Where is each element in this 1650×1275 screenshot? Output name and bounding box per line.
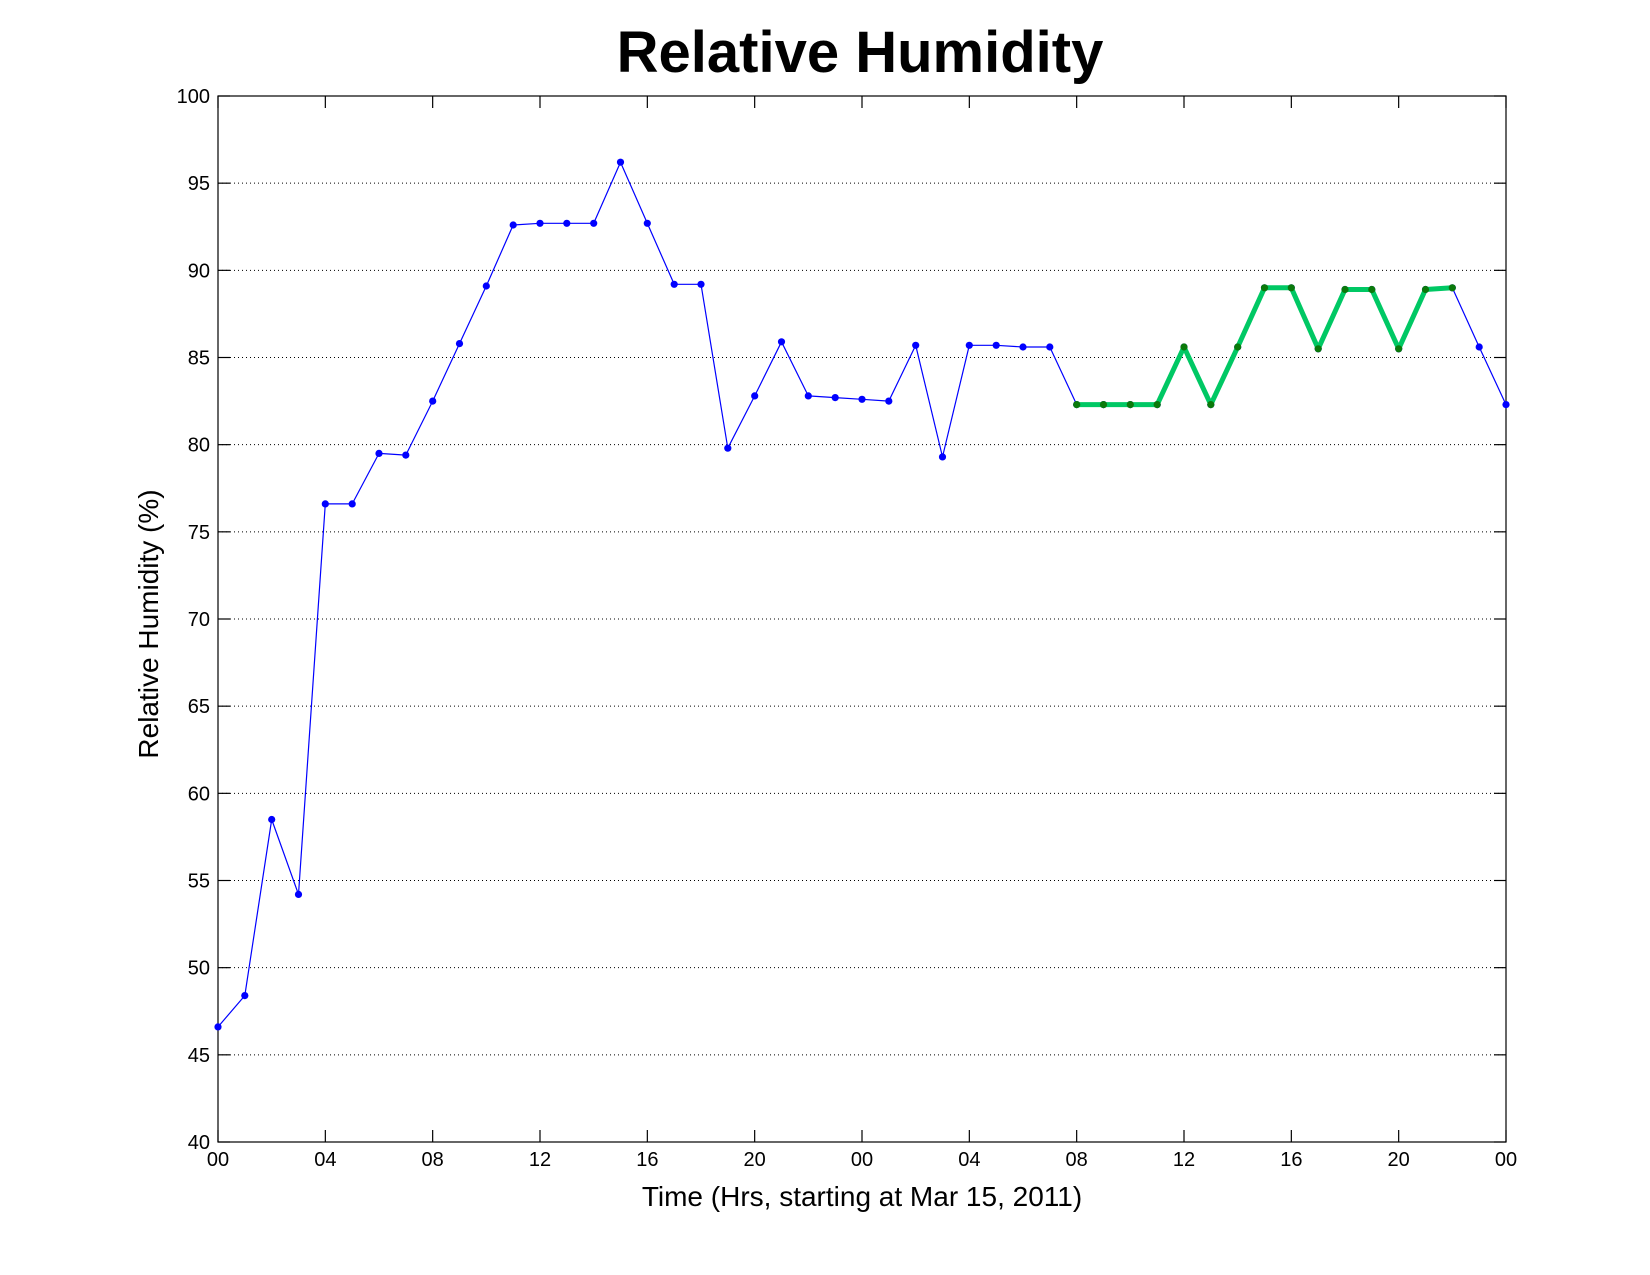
data-point xyxy=(482,282,490,290)
data-point xyxy=(831,394,839,402)
x-tick-label: 00 xyxy=(1495,1149,1517,1171)
x-tick-label: 16 xyxy=(1280,1149,1302,1171)
series-line xyxy=(217,161,1507,1028)
grid-lines xyxy=(218,182,1506,1056)
y-tick-label: 75 xyxy=(188,522,210,544)
data-point xyxy=(375,449,383,457)
data-point xyxy=(294,890,303,899)
x-tick-label: 12 xyxy=(529,1149,551,1171)
data-point xyxy=(455,340,464,348)
data-point xyxy=(321,500,329,508)
data-point xyxy=(804,392,812,400)
data-point xyxy=(1395,345,1403,353)
x-tick-label: 08 xyxy=(422,1149,444,1171)
y-tick-label: 55 xyxy=(188,871,210,893)
data-point xyxy=(670,280,678,288)
data-point xyxy=(268,815,276,824)
data-point xyxy=(1260,284,1269,292)
data-point xyxy=(214,1023,222,1031)
y-axis-label: Relative Humidity (%) xyxy=(133,489,164,758)
data-point xyxy=(858,395,866,403)
data-point xyxy=(1046,343,1054,351)
y-tick-label: 100 xyxy=(177,86,210,108)
y-tick-label: 50 xyxy=(188,958,210,980)
data-series xyxy=(214,158,1510,1031)
data-point xyxy=(402,451,410,459)
y-tick-label: 80 xyxy=(188,435,210,457)
data-point xyxy=(965,341,973,349)
data-point xyxy=(1234,343,1242,351)
data-point xyxy=(1475,343,1483,351)
y-tick-label: 45 xyxy=(188,1045,210,1067)
y-tick-label: 60 xyxy=(188,783,210,805)
data-point xyxy=(1073,401,1081,409)
data-point xyxy=(1448,284,1456,292)
series-1 xyxy=(214,158,1510,1031)
data-point xyxy=(992,341,1000,349)
data-point xyxy=(563,219,571,227)
data-point xyxy=(643,219,651,227)
x-tick-label: 20 xyxy=(1388,1149,1410,1171)
x-axis-label: Time (Hrs, starting at Mar 15, 2011) xyxy=(642,1181,1082,1212)
data-point xyxy=(1180,343,1188,351)
y-tick-label: 70 xyxy=(188,609,210,631)
data-point xyxy=(1368,285,1376,294)
y-tick-label: 40 xyxy=(188,1132,210,1154)
chart-title: Relative Humidity xyxy=(617,20,1104,85)
data-point xyxy=(590,219,598,227)
data-point xyxy=(348,500,356,508)
x-axis-tick-labels: 00 04 08 12 16 20 00 04 08 12 16 20 00 xyxy=(207,1149,1517,1171)
data-point xyxy=(1314,345,1322,353)
data-point xyxy=(1126,401,1134,409)
data-point xyxy=(751,392,759,400)
data-point xyxy=(429,397,437,405)
data-point xyxy=(697,280,705,288)
y-tick-label: 95 xyxy=(188,173,210,195)
x-tick-label: 00 xyxy=(207,1149,229,1171)
x-tick-label: 04 xyxy=(314,1149,336,1171)
data-point xyxy=(1341,285,1349,294)
y-tick-label: 90 xyxy=(188,260,210,282)
x-tick-label: 12 xyxy=(1173,1149,1195,1171)
series-2 xyxy=(1073,284,1456,409)
y-axis-tick-labels: 40 45 50 55 60 65 70 75 80 85 90 95 100 xyxy=(177,86,210,1154)
x-tick-label: 16 xyxy=(636,1149,658,1171)
data-point xyxy=(1207,401,1215,409)
data-point xyxy=(938,453,947,461)
data-point xyxy=(724,444,732,452)
x-tick-label: 20 xyxy=(744,1149,766,1171)
data-point xyxy=(912,341,920,349)
data-point xyxy=(1287,284,1295,292)
x-tick-label: 00 xyxy=(851,1149,873,1171)
y-tick-label: 65 xyxy=(188,696,210,718)
data-point xyxy=(1421,285,1430,294)
data-point xyxy=(777,338,786,346)
data-point xyxy=(1153,401,1161,409)
data-point xyxy=(1099,401,1108,409)
data-point xyxy=(616,158,625,166)
data-point xyxy=(509,221,517,229)
series-line xyxy=(1076,285,1453,408)
y-tick-label: 85 xyxy=(188,348,210,370)
data-point xyxy=(1502,401,1510,409)
x-tick-label: 04 xyxy=(958,1149,980,1171)
data-point xyxy=(1019,343,1027,351)
data-point xyxy=(536,219,544,227)
data-point xyxy=(241,992,249,1000)
x-tick-label: 08 xyxy=(1066,1149,1088,1171)
data-point xyxy=(885,397,893,405)
axis-ticks xyxy=(217,95,1507,1143)
